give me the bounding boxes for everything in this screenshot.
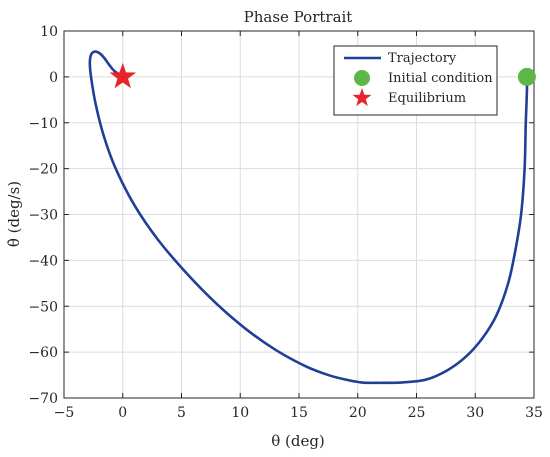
x-tick-label: 30 xyxy=(466,405,484,421)
x-tick-label: 5 xyxy=(177,405,186,421)
x-tick-label: 20 xyxy=(349,405,367,421)
x-axis-label: θ (deg) xyxy=(271,432,325,450)
y-tick-label: −30 xyxy=(28,208,58,224)
legend-label-trajectory: Trajectory xyxy=(388,51,457,66)
legend: Trajectory Initial condition Equilibrium xyxy=(333,45,498,116)
chart-title: Phase Portrait xyxy=(244,8,353,26)
y-axis-label: θ̇ (deg/s) xyxy=(5,181,23,247)
y-tick-label: −40 xyxy=(28,253,58,269)
trajectory-line xyxy=(88,50,529,385)
legend-label-initial-condition: Initial condition xyxy=(388,71,493,86)
x-tick-label: −5 xyxy=(54,405,75,421)
equilibrium-marker xyxy=(109,62,137,89)
initial-condition-marker xyxy=(517,67,536,86)
x-tick-label: 15 xyxy=(290,405,308,421)
legend-initial-condition-swatch xyxy=(354,70,370,86)
y-tick-label: −70 xyxy=(28,391,58,407)
x-tick-label: 25 xyxy=(408,405,426,421)
x-tick-label: 0 xyxy=(118,405,127,421)
y-tick-label: −50 xyxy=(28,299,58,315)
y-tick-label: −20 xyxy=(28,162,58,178)
y-tick-label: 10 xyxy=(40,24,58,40)
axis-ticks xyxy=(63,30,535,399)
legend-equilibrium-swatch xyxy=(352,88,372,107)
y-tick-label: 0 xyxy=(49,70,58,86)
markers xyxy=(109,62,536,89)
y-tick-label: −60 xyxy=(28,345,58,361)
x-tick-label: 10 xyxy=(231,405,249,421)
legend-label-equilibrium: Equilibrium xyxy=(388,91,466,106)
x-tick-label: 35 xyxy=(525,405,543,421)
y-tick-label: −10 xyxy=(28,116,58,132)
